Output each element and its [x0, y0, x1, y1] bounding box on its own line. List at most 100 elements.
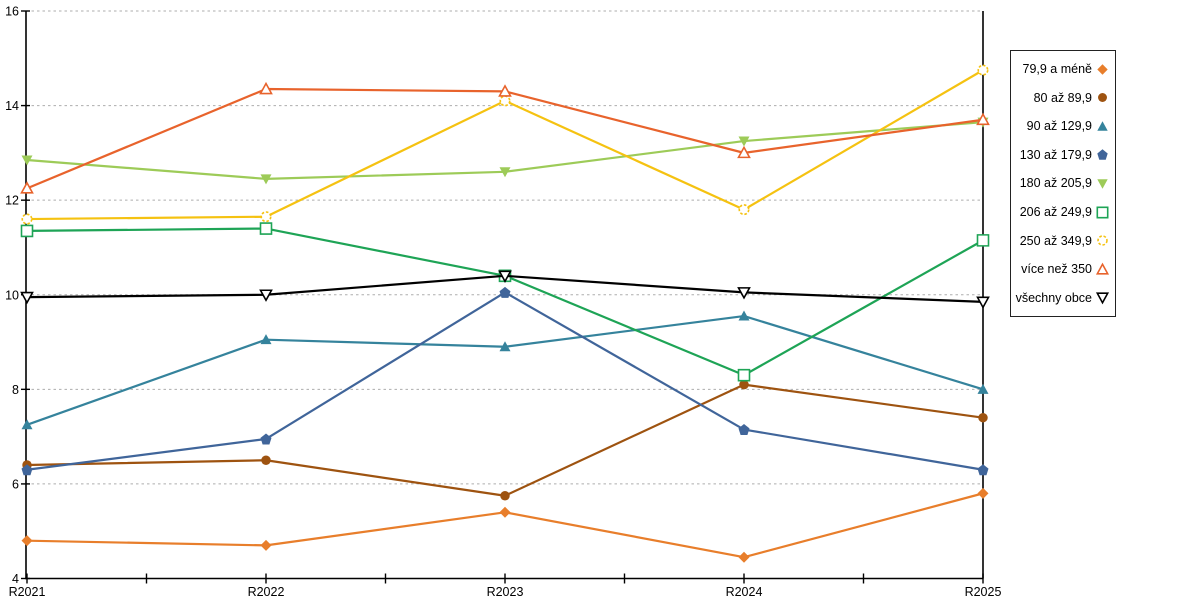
series-marker	[1098, 93, 1107, 103]
legend-item: 206 až 249,9	[1013, 205, 1110, 220]
series-marker	[499, 341, 511, 352]
series-79-9-a-m-n-	[21, 487, 989, 563]
x-tick-label: R2023	[487, 585, 524, 599]
legend-marker-icon	[1097, 179, 1108, 189]
series-marker	[976, 234, 990, 247]
series-marker	[1095, 292, 1110, 305]
series-marker	[259, 222, 273, 235]
series-marker	[21, 213, 33, 225]
series-marker	[977, 464, 989, 476]
series-v-echny-obce	[20, 270, 990, 310]
series-90-a-129-9	[21, 310, 989, 430]
legend-item: 80 až 89,9	[1013, 90, 1110, 105]
legend-label: 80 až 89,9	[1033, 90, 1092, 105]
series-marker	[977, 64, 989, 76]
series-marker	[260, 174, 272, 185]
series-marker	[739, 379, 749, 390]
series-marker	[738, 424, 750, 436]
series-marker	[737, 287, 751, 300]
legend-marker-icon	[1098, 93, 1107, 103]
series-206-a-249-9	[20, 222, 990, 382]
series-marker	[20, 181, 34, 194]
series-line	[26, 291, 984, 471]
series-marker	[498, 84, 512, 97]
legend: 79,9 a méně 80 až 89,9 90 až 129,9 130 až 1…	[1010, 50, 1116, 317]
series-marker	[259, 289, 273, 302]
legend-marker-icon	[1097, 235, 1108, 246]
series-marker	[1097, 64, 1108, 75]
legend-item: 180 až 205,9	[1013, 176, 1110, 191]
series-marker	[260, 433, 272, 445]
series-130-a-179-9	[21, 286, 989, 476]
series-marker	[738, 310, 750, 321]
series-marker	[976, 296, 990, 310]
legend-item: 79,9 a méně	[1013, 62, 1110, 77]
x-tick-label: R2024	[726, 585, 763, 599]
series-marker	[21, 419, 33, 430]
x-tick-label: R2025	[965, 585, 1002, 599]
series-v-ce-ne-350	[20, 81, 990, 194]
series-marker	[978, 412, 988, 423]
series-marker	[1097, 179, 1108, 189]
series-marker	[977, 487, 989, 499]
series-marker	[738, 204, 750, 216]
series-marker	[21, 155, 33, 166]
legend-label: 180 až 205,9	[1019, 176, 1092, 191]
legend-label: 206 až 249,9	[1019, 205, 1092, 219]
series-line	[26, 383, 984, 497]
series-marker	[21, 535, 33, 547]
legend-label: všechny obce	[1015, 290, 1092, 305]
legend-item: všechny obce	[1013, 290, 1110, 305]
series-marker	[499, 95, 511, 107]
series-80-a-89-9	[22, 379, 988, 501]
legend-label: 250 až 349,9	[1019, 233, 1092, 248]
series-line	[26, 492, 984, 559]
legend-label: 90 až 129,9	[1026, 119, 1092, 134]
legend-marker-icon	[1097, 121, 1108, 131]
series-marker	[976, 112, 990, 126]
legend-marker-icon	[1096, 206, 1109, 218]
legend-marker-icon	[1097, 149, 1108, 161]
series-marker	[738, 551, 750, 563]
series-marker	[500, 491, 510, 501]
legend-label: více než 350	[1021, 262, 1092, 277]
legend-label: 79,9 a méně	[1022, 62, 1093, 77]
legend-item: 130 až 179,9	[1013, 147, 1110, 162]
series-marker	[260, 334, 272, 345]
legend-item: 90 až 129,9	[1013, 119, 1110, 134]
series-marker	[260, 539, 272, 551]
series-marker	[498, 270, 512, 283]
legend-marker-icon	[1095, 262, 1110, 275]
series-marker	[20, 224, 34, 238]
series-marker	[977, 383, 989, 394]
x-tick-label: R2021	[9, 585, 46, 599]
legend-marker-icon	[1095, 292, 1110, 305]
series-marker	[1096, 206, 1109, 218]
y-tick-label: 6	[12, 477, 19, 491]
legend-item: 250 až 349,9	[1013, 233, 1110, 248]
series-marker	[1097, 235, 1108, 246]
series-marker	[1097, 121, 1108, 131]
series-marker	[21, 464, 33, 476]
series-line	[26, 314, 984, 426]
series-marker	[737, 145, 751, 159]
y-tick-label: 10	[5, 288, 19, 302]
series-marker	[20, 291, 34, 305]
y-tick-label: 8	[12, 383, 19, 397]
series-marker	[1097, 149, 1108, 161]
y-tick-label: 4	[12, 572, 19, 586]
legend-marker-icon	[1097, 64, 1108, 75]
y-tick-label: 12	[5, 194, 19, 208]
series-marker	[738, 136, 750, 147]
legend-label: 130 až 179,9	[1019, 147, 1092, 162]
legend-item: více než 350	[1013, 262, 1110, 277]
series-marker	[737, 368, 751, 382]
series-marker	[1095, 262, 1110, 275]
series-marker	[499, 286, 511, 298]
series-marker	[260, 211, 272, 223]
y-tick-label: 14	[5, 99, 19, 113]
x-tick-label: R2022	[248, 585, 285, 599]
y-tick-label: 16	[5, 5, 19, 19]
